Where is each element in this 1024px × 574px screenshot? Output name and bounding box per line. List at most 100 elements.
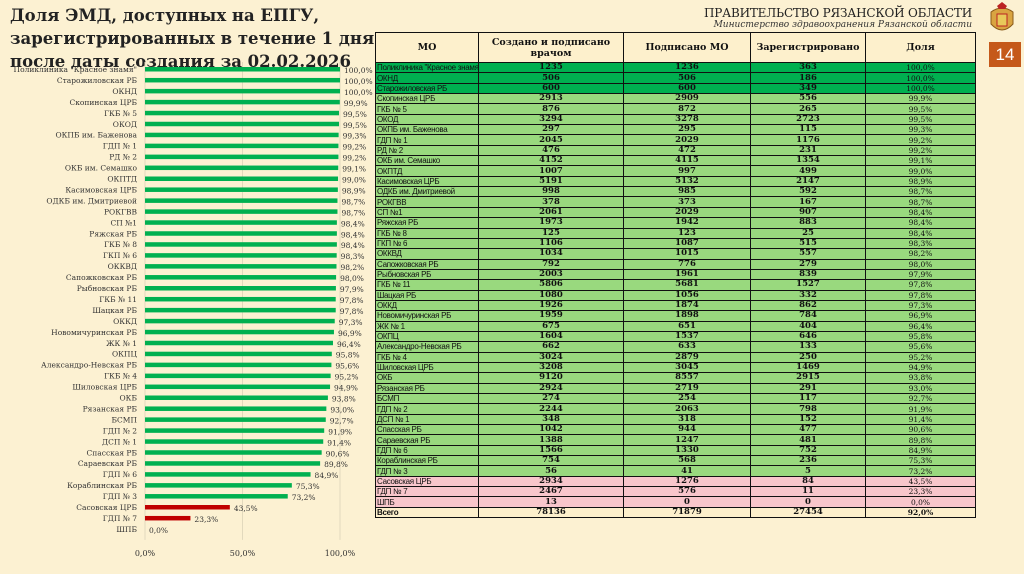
signed-cell: 944 — [623, 424, 751, 436]
mo-cell: Сараевская РБ — [375, 434, 479, 446]
bar — [145, 439, 324, 444]
table-row: Сараевская РБ 1388 1247 481 89,8% — [375, 434, 976, 446]
registered-cell: 556 — [750, 93, 866, 105]
registered-cell: 477 — [750, 424, 866, 436]
data-label: 95,6% — [335, 362, 359, 371]
registered-cell: 907 — [750, 206, 866, 219]
share-cell: 100,0% — [865, 82, 976, 95]
share-cell: 100,0% — [865, 61, 976, 74]
mo-cell: ГДП № 6 — [375, 444, 479, 457]
bar — [145, 231, 337, 236]
mo-cell: ГКБ № 4 — [375, 351, 479, 363]
category-label: Сараевская РБ — [78, 459, 138, 468]
mo-cell: Новомичуринская РБ — [375, 310, 479, 322]
category-label: ГДП № 7 — [103, 514, 137, 523]
registered-cell: 152 — [750, 413, 866, 426]
created-cell: 5806 — [478, 279, 624, 291]
data-label: 95,8% — [336, 351, 360, 360]
share-cell: 91,9% — [865, 403, 976, 415]
registered-cell: 515 — [750, 237, 866, 250]
created-cell: 600 — [478, 82, 624, 95]
signed-cell: 1961 — [623, 268, 751, 281]
table-row: ОКБ им. Семашко 4152 4115 1354 99,1% — [375, 155, 976, 167]
share-cell: 98,4% — [865, 217, 976, 229]
data-label: 98,7% — [341, 208, 365, 217]
signed-cell: 872 — [623, 103, 751, 115]
table-row: Сасовская ЦРБ 2934 1276 84 43,5% — [375, 475, 976, 488]
bar — [145, 165, 339, 171]
created-cell: 792 — [478, 258, 624, 270]
created-cell: 675 — [478, 320, 624, 332]
mo-cell: ОККД — [375, 299, 479, 312]
table-row: БСМП 274 254 117 92,7% — [375, 392, 976, 405]
category-label: Сасовская ЦРБ — [76, 503, 137, 512]
registered-cell: 291 — [750, 382, 866, 395]
mo-cell: Шацкая РБ — [375, 289, 479, 301]
bar — [145, 395, 328, 400]
registered-cell: 265 — [750, 103, 866, 115]
signed-cell: 123 — [623, 227, 751, 239]
registered-cell: 84 — [750, 475, 866, 488]
category-label: ОКПЦ — [112, 350, 137, 359]
data-label: 98,7% — [341, 197, 365, 206]
mo-cell: ДСП № 1 — [375, 413, 479, 426]
mo-cell: БСМП — [375, 392, 479, 405]
category-label: ОКНД — [112, 87, 137, 96]
data-label: 98,4% — [341, 230, 365, 239]
created-cell: 2467 — [478, 486, 624, 498]
share-cell: 99,5% — [865, 103, 976, 115]
mo-cell: Скопинская ЦРБ — [375, 93, 479, 105]
mo-cell: ШПБ — [375, 496, 479, 508]
page-number: 14 — [989, 42, 1021, 67]
registered-cell: 115 — [750, 124, 866, 136]
table-row: ГДП № 1 2045 2029 1176 99,2% — [375, 134, 976, 146]
category-label: РД № 2 — [109, 153, 137, 162]
created-cell: 476 — [478, 144, 624, 157]
signed-cell: 254 — [623, 392, 751, 405]
category-label: Касимовская ЦРБ — [65, 185, 137, 194]
registered-cell: 862 — [750, 299, 866, 312]
table-row: ГКБ № 11 5806 5681 1527 97,8% — [375, 279, 976, 291]
created-cell: 78136 — [478, 506, 624, 519]
created-cell: 2924 — [478, 382, 624, 395]
share-cell: 97,3% — [865, 299, 976, 312]
created-cell: 2913 — [478, 93, 624, 105]
column-header: Создано и подписано врачом — [478, 32, 624, 63]
category-label: Сапожковская РБ — [66, 273, 138, 282]
created-cell: 3024 — [478, 351, 624, 363]
share-cell: 97,9% — [865, 268, 976, 281]
registered-cell: 1354 — [750, 155, 866, 167]
category-label: ГКБ № 11 — [99, 295, 137, 304]
data-label: 92,7% — [330, 416, 354, 425]
table-row: ГДП № 7 2467 576 11 23,3% — [375, 486, 976, 498]
table-row: ГДП № 3 56 41 5 73,2% — [375, 465, 976, 477]
signed-cell: 8557 — [623, 372, 751, 384]
created-cell: 2244 — [478, 403, 624, 415]
signed-cell: 1276 — [623, 475, 751, 488]
signed-cell: 1898 — [623, 310, 751, 322]
signed-cell: 1942 — [623, 217, 751, 229]
created-cell: 1034 — [478, 248, 624, 260]
data-label: 96,9% — [338, 329, 362, 338]
created-cell: 56 — [478, 465, 624, 477]
share-cell: 90,6% — [865, 424, 976, 436]
emd-table: МО Создано и подписано врачом Подписано МО… — [375, 32, 976, 519]
data-label: 98,9% — [342, 186, 366, 195]
category-label: ГДП № 1 — [103, 142, 137, 151]
mo-cell: ОКБ — [375, 372, 479, 384]
signed-cell: 1056 — [623, 289, 751, 301]
bar — [145, 187, 338, 192]
share-cell: 97,8% — [865, 289, 976, 301]
share-cell: 95,6% — [865, 341, 976, 353]
data-label: 98,3% — [341, 252, 365, 261]
created-cell: 2061 — [478, 206, 624, 219]
data-label: 98,4% — [341, 241, 365, 250]
bar — [145, 286, 336, 291]
created-cell: 1973 — [478, 217, 624, 229]
category-label: Шацкая РБ — [92, 306, 137, 315]
bar — [145, 220, 337, 225]
registered-cell: 784 — [750, 310, 866, 322]
share-cell: 91,4% — [865, 413, 976, 426]
table-row: Шиловская ЦРБ 3208 3045 1469 94,9% — [375, 361, 976, 374]
category-label: ГКП № 6 — [103, 251, 137, 260]
